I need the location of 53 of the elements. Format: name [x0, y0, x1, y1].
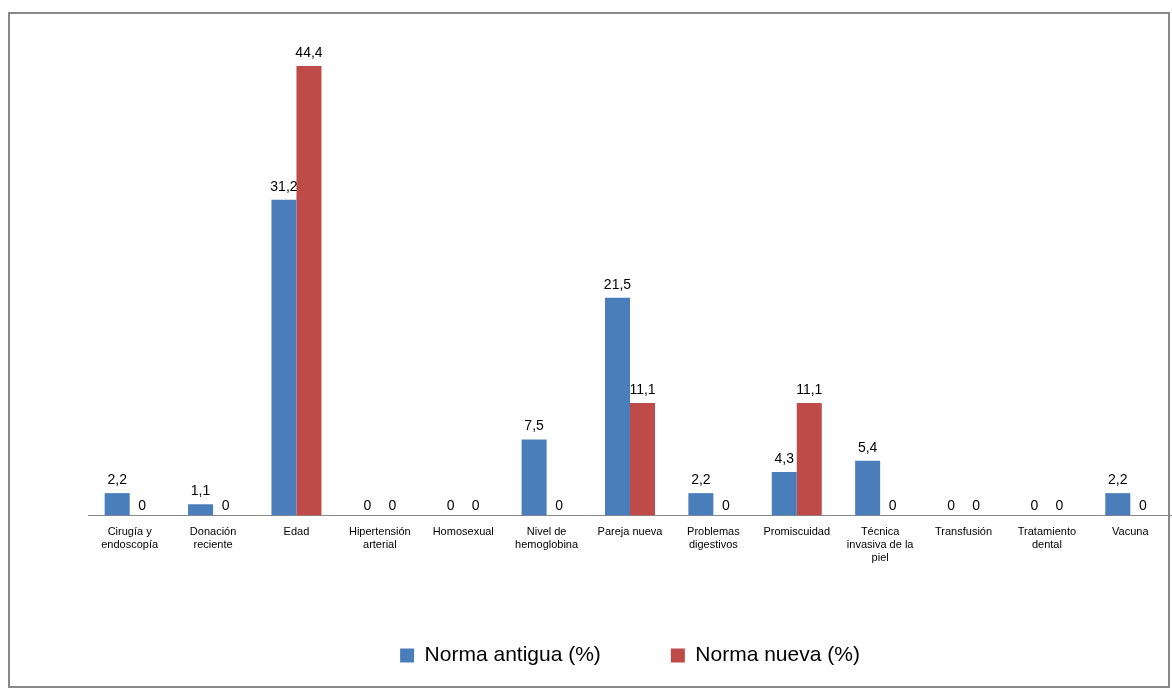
x-tick-label: Tratamiento dental [1017, 525, 1077, 551]
bar [796, 403, 822, 516]
data-label: 11,1 [629, 380, 656, 397]
x-tick-label: Técnica invasiva de la piel [846, 525, 915, 564]
x-tick-label: Cirugía y endoscopía [101, 525, 160, 551]
data-label: 0 [555, 497, 564, 514]
data-label: 0 [471, 497, 480, 514]
data-label: 21,5 [603, 275, 632, 292]
data-label: 5,4 [857, 438, 878, 455]
data-label: 0 [721, 497, 730, 514]
data-label: 2,2 [107, 471, 128, 487]
data-label: 0 [1138, 497, 1147, 514]
x-tick-label: Edad [283, 525, 310, 538]
bar [630, 403, 656, 516]
x-tick-label: Donación reciente [189, 525, 237, 551]
data-label: 0 [221, 497, 230, 514]
bar [855, 460, 881, 516]
bar [604, 297, 630, 516]
data-label: 0 [1055, 497, 1064, 514]
data-label: 44,4 [295, 43, 323, 60]
x-tick-label: Promiscuidad [763, 525, 831, 538]
data-label: 1,1 [190, 482, 211, 499]
data-label: 0 [363, 497, 372, 514]
data-label: 31,2 [270, 177, 298, 194]
data-label: 2,2 [1108, 471, 1128, 487]
bar [188, 504, 214, 516]
bar [521, 439, 547, 516]
data-label: 0 [446, 497, 455, 514]
bar [1105, 493, 1131, 516]
x-tick-label: Pareja nueva [597, 525, 664, 538]
data-label: 11,1 [796, 380, 823, 397]
data-label: 0 [1030, 497, 1039, 514]
data-label: 0 [138, 497, 147, 514]
bar [688, 493, 714, 516]
x-tick-label: Transfusión [935, 525, 993, 538]
bar [771, 471, 797, 516]
legend-label: Norma antigua (%) [424, 642, 601, 666]
data-label: 7,5 [524, 417, 545, 434]
x-tick-label: Vacuna [1112, 525, 1150, 538]
x-tick-label: Nivel de hemoglobina [515, 525, 579, 551]
x-tick-label: Hipertensión arterial [348, 525, 411, 551]
data-label: 0 [972, 497, 981, 514]
data-label: 0 [388, 497, 397, 514]
bar [271, 199, 297, 516]
data-label: 0 [888, 497, 897, 514]
data-label: 2,2 [691, 471, 711, 487]
bar [296, 66, 322, 516]
x-tick-label: Homosexual [432, 525, 494, 538]
x-tick-label: Problemas digestivos [687, 525, 741, 551]
data-label: 0 [947, 497, 956, 514]
data-label: 4,3 [774, 449, 795, 466]
legend-label: Norma nueva (%) [695, 642, 860, 666]
bar [104, 493, 130, 516]
